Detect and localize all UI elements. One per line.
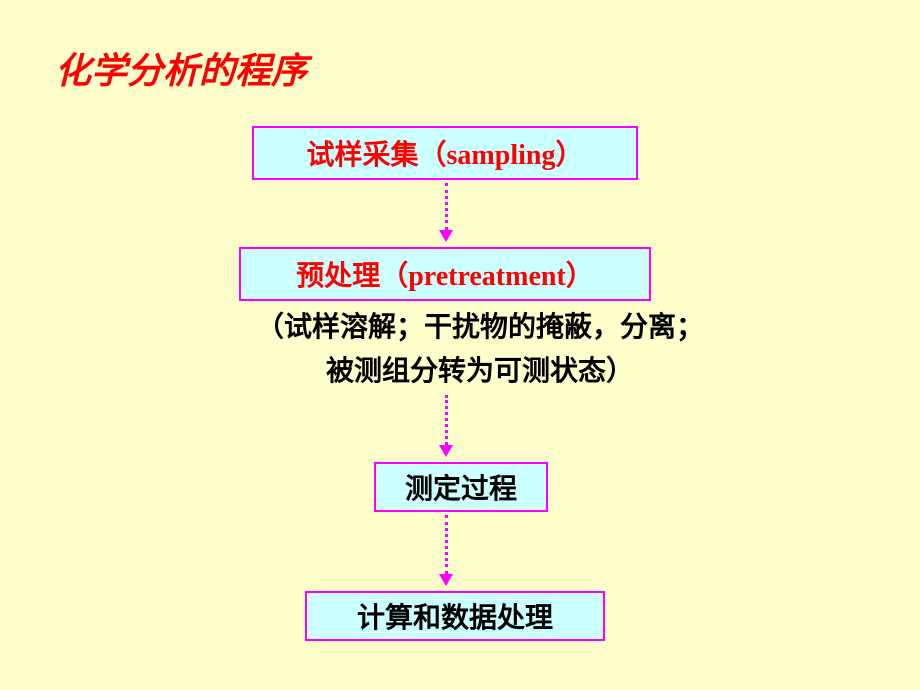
flow-arrow-1-head: [439, 230, 453, 242]
flow-node-label: 预处理（pretreatment）: [296, 254, 594, 294]
flow-arrow-2-head: [439, 445, 453, 457]
flow-arrow-3-head: [439, 574, 453, 586]
flow-arrow-1: [445, 183, 448, 230]
slide-title: 化学分析的程序: [55, 42, 307, 94]
flow-arrow-3: [445, 515, 448, 574]
flow-node-label: 计算和数据处理: [357, 596, 553, 636]
flow-node-label: 试样采集（sampling）: [307, 133, 584, 173]
flow-arrow-2: [445, 395, 448, 445]
annotation-line: （试样溶解；干扰物的掩蔽，分离；: [180, 306, 780, 350]
pretreatment-annotation: （试样溶解；干扰物的掩蔽，分离； 被测组分转为可测状态）: [180, 306, 780, 394]
flow-node-label: 测定过程: [405, 467, 517, 507]
flow-node-calculation: 计算和数据处理: [305, 591, 605, 641]
flow-node-measurement: 测定过程: [374, 462, 548, 512]
flow-node-sampling: 试样采集（sampling）: [252, 126, 638, 180]
annotation-line: 被测组分转为可测状态）: [180, 350, 780, 394]
flow-node-pretreatment: 预处理（pretreatment）: [239, 247, 651, 301]
